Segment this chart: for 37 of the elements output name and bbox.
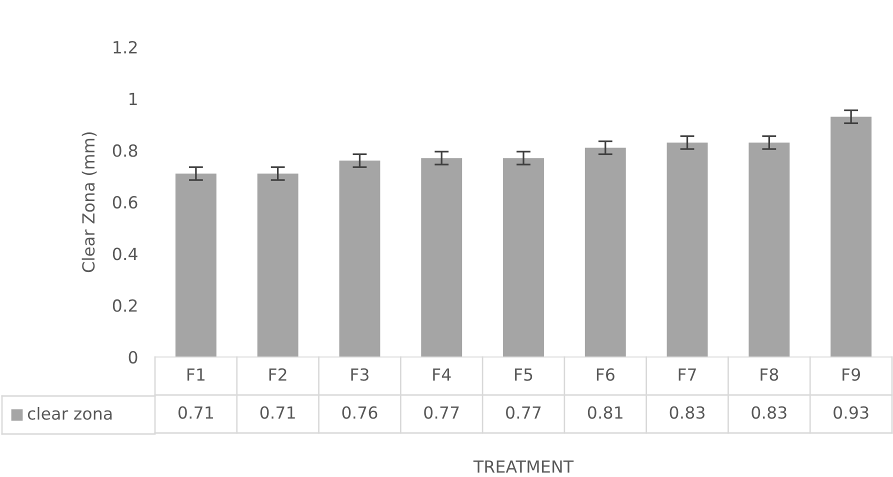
legend-label: clear zona	[28, 406, 112, 420]
data-label: 0.77	[424, 406, 459, 419]
bar	[339, 160, 380, 357]
y-tick-label: 0.4	[112, 248, 138, 260]
y-tick-label: 0.2	[112, 299, 137, 312]
data-label: 0.83	[670, 406, 704, 419]
bar	[666, 142, 708, 357]
y-tick-label: 0	[128, 350, 138, 364]
x-axis-title: TREATMENT	[473, 460, 574, 473]
data-label: 0.83	[752, 406, 786, 419]
x-tick-label: F6	[596, 368, 614, 381]
bar	[584, 148, 626, 357]
x-tick-label: F7	[678, 368, 696, 381]
y-tick-label: 0.6	[112, 196, 138, 209]
x-tick-label: F1	[187, 368, 204, 381]
bar	[503, 158, 544, 357]
data-label: 0.77	[506, 406, 541, 419]
x-tick-label: F8	[760, 368, 778, 381]
y-axis-title: Clear Zona (mm)	[82, 132, 97, 272]
data-label: 0.93	[834, 406, 868, 419]
bar	[257, 174, 298, 357]
bar	[830, 116, 872, 357]
y-tick-label: 1.2	[114, 40, 137, 54]
bar	[421, 158, 462, 357]
data-label: 0.71	[260, 406, 295, 419]
bar	[748, 142, 790, 357]
data-label: 0.76	[342, 406, 378, 419]
x-tick-label: F4	[433, 368, 451, 381]
y-tick-label: 0.8	[112, 144, 138, 157]
y-tick-label: 1	[130, 92, 137, 105]
bar	[175, 174, 216, 357]
x-tick-label: F9	[842, 368, 860, 381]
data-label: 0.81	[588, 406, 622, 419]
x-tick-label: F2	[269, 368, 286, 381]
x-tick-label: F3	[351, 368, 368, 381]
data-label: 0.71	[178, 406, 213, 419]
x-tick-label: F5	[515, 368, 532, 381]
